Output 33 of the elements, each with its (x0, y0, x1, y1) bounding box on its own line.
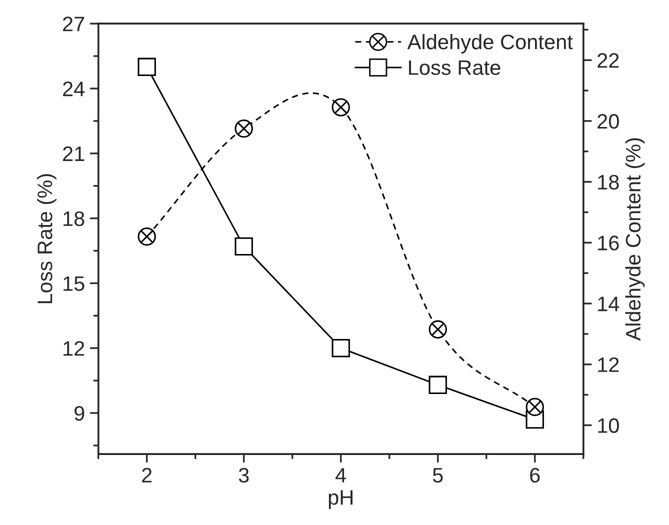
x-tick-label: 2 (142, 468, 152, 482)
x-tick-label: 4 (336, 468, 346, 482)
y-tick-label: 27 (63, 16, 84, 32)
point (332, 98, 350, 116)
x-axis-title: pH (328, 490, 352, 509)
x-tick-label: 5 (432, 468, 443, 483)
y2-tick-label: 22 (598, 53, 619, 68)
y-tick-label: 18 (64, 211, 84, 226)
y2-tick-label: 14 (598, 296, 620, 312)
y2-tick-label: 16 (598, 236, 619, 250)
point (234, 119, 253, 138)
legend-label: Loss Rate (409, 60, 500, 76)
x-tick-label: 3 (238, 468, 249, 483)
point (332, 339, 350, 358)
y-axis-title: Loss Rate (%) (37, 174, 56, 304)
point (428, 376, 447, 394)
legend-label: Aldehyde Content (407, 34, 573, 54)
y-tick-label: 9 (74, 406, 84, 421)
x-tick-label: 6 (530, 468, 540, 483)
y2-tick-label: 18 (598, 174, 619, 190)
y2-tick-label: 20 (598, 114, 619, 129)
y-tick-label: 15 (64, 276, 84, 291)
point (526, 398, 544, 416)
y2-tick-label: 12 (598, 357, 619, 372)
y2-tick-label: 10 (598, 418, 619, 433)
y2-axis-title: Aldehyde Content (%) (625, 138, 645, 341)
y-tick-label: 24 (63, 82, 85, 96)
point (138, 227, 156, 246)
y-tick-label: 12 (64, 341, 84, 356)
point (428, 320, 447, 338)
y-tick-label: 21 (63, 146, 84, 161)
point (138, 58, 156, 76)
point (234, 237, 253, 256)
